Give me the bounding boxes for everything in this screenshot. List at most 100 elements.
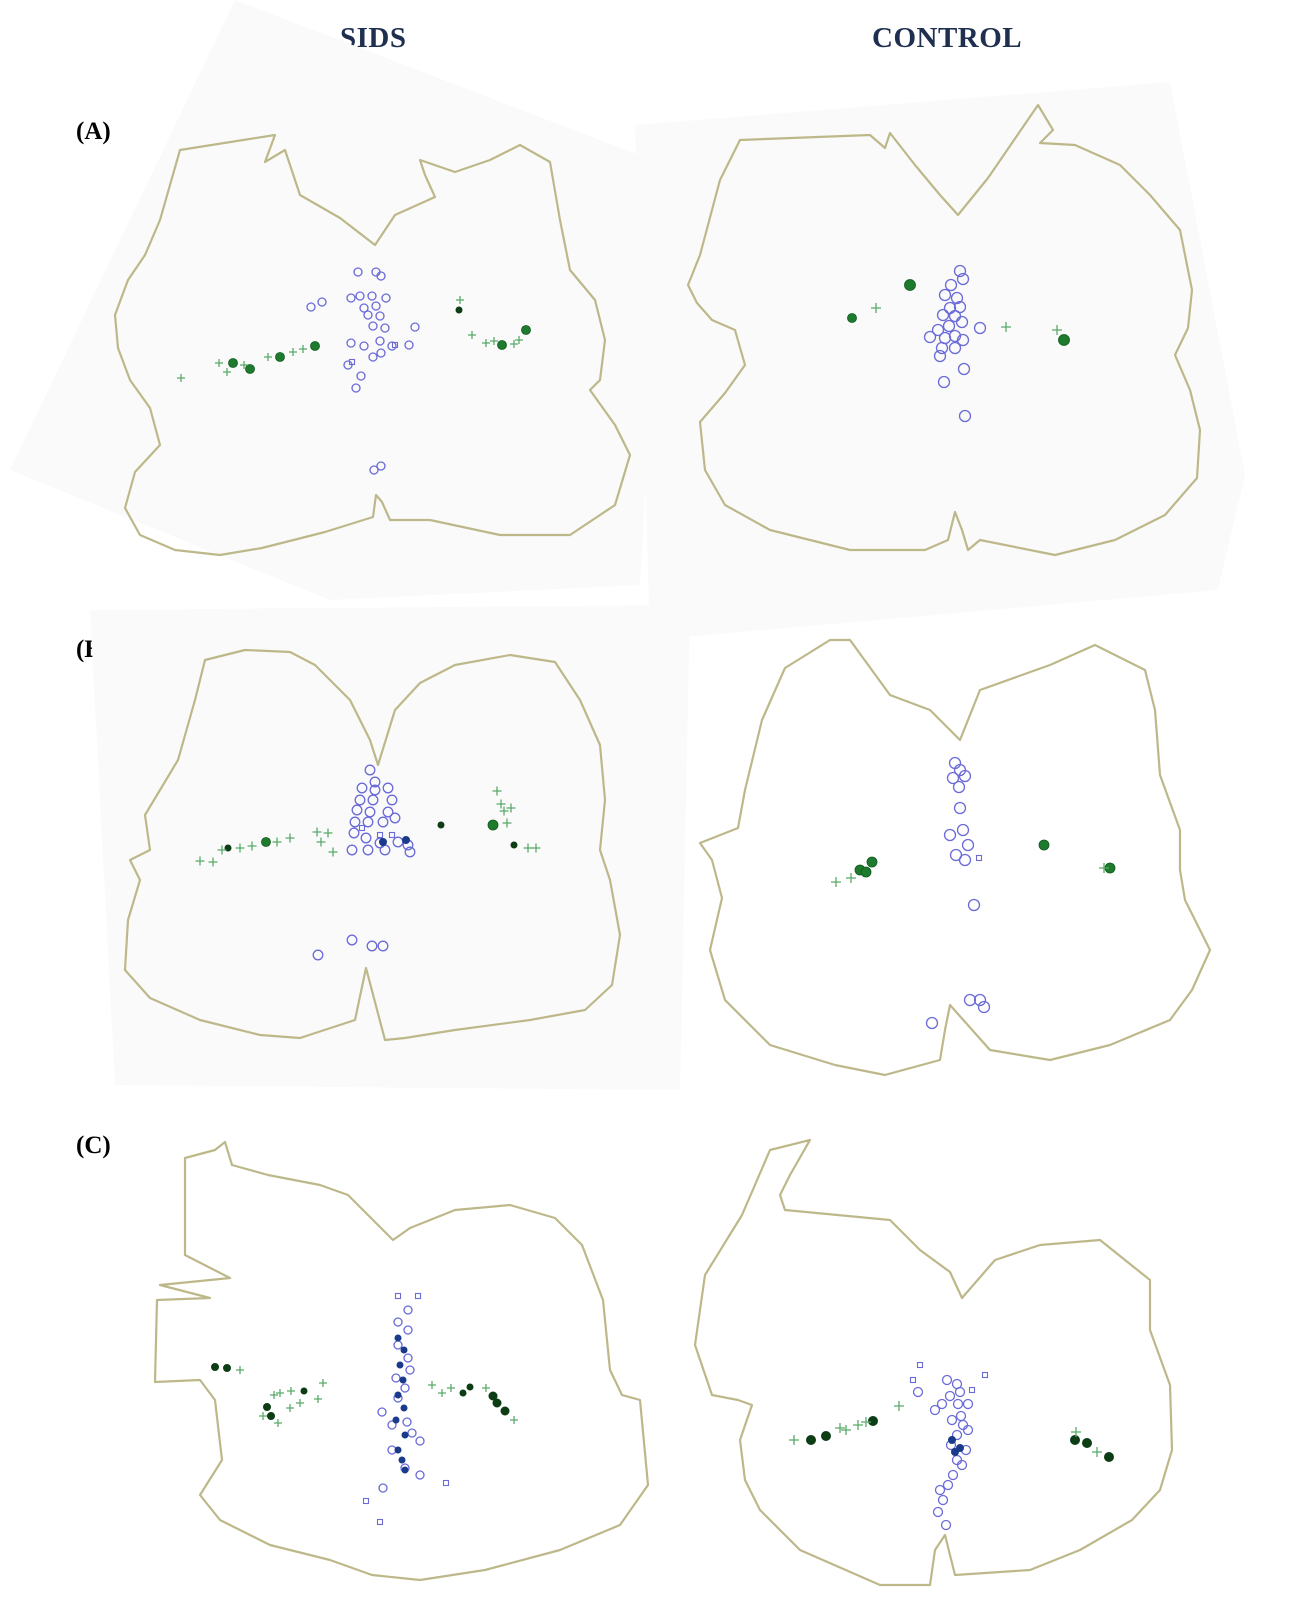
filled-blue-marker (402, 836, 410, 844)
filled-blue-marker (401, 1466, 409, 1474)
plus-marker (270, 1391, 278, 1399)
open-circle-marker (931, 323, 945, 337)
open-circle-marker (377, 816, 389, 828)
plus-marker (456, 296, 464, 304)
plus-marker (894, 1401, 904, 1411)
open-circle-marker (951, 1429, 963, 1441)
filled-blue-marker (401, 1431, 409, 1439)
open-circle-marker (953, 801, 967, 815)
filled-blue-marker (396, 1361, 404, 1369)
open-circle-marker (956, 333, 970, 347)
open-circle-marker (351, 804, 363, 816)
open-circle-marker (369, 776, 381, 788)
open-circle-marker (937, 375, 951, 389)
open-circle-marker (389, 812, 401, 824)
plus-marker (259, 1412, 267, 1420)
dark-green-marker (510, 841, 518, 849)
filled-green-marker (228, 358, 238, 368)
open-circle-marker (403, 1305, 413, 1315)
open-circle-marker (363, 310, 373, 320)
dark-green-marker (821, 1431, 831, 1441)
dark-green-marker (466, 1383, 474, 1391)
open-circle-marker (400, 1383, 410, 1393)
filled-green-marker (275, 352, 285, 362)
filled-green-marker (860, 866, 872, 878)
open-circle-marker (963, 993, 977, 1007)
open-circle-marker (956, 823, 970, 837)
open-circle-marker (912, 1386, 924, 1398)
plus-marker (1099, 863, 1109, 873)
open-circle-marker (937, 1494, 949, 1506)
open-circle-marker (415, 1436, 425, 1446)
open-circle-marker (317, 297, 327, 307)
open-circle-marker (942, 319, 956, 333)
open-circle-marker (393, 1340, 403, 1350)
open-square-marker (348, 358, 356, 366)
plus-marker (287, 1387, 295, 1395)
plus-marker (510, 1416, 518, 1424)
open-circle-marker (932, 1506, 944, 1518)
open-circle-marker (404, 340, 414, 350)
section-backdrops (10, 0, 1245, 1090)
dark-green-marker (300, 1387, 308, 1395)
open-circle-marker (925, 1016, 939, 1030)
filled-blue-marker (394, 1391, 402, 1399)
dark-green-marker (267, 1412, 275, 1420)
filled-green-marker (1038, 839, 1050, 851)
filled-green-marker (847, 313, 857, 323)
open-circle-marker (362, 816, 374, 828)
open-square-marker (909, 1376, 917, 1384)
filled-blue-marker (394, 1334, 402, 1342)
plus-marker (861, 1417, 871, 1427)
open-circle-marker (958, 853, 972, 867)
filled-green-marker (866, 856, 878, 868)
open-circle-marker (953, 264, 967, 278)
open-circle-marker (410, 322, 420, 332)
open-circle-marker (387, 1420, 397, 1430)
open-circle-marker (934, 1484, 946, 1496)
plus-marker (274, 1419, 282, 1427)
open-circle-marker (356, 371, 366, 381)
plus-marker (428, 1381, 436, 1389)
open-circle-marker (977, 1000, 991, 1014)
open-circle-marker (955, 315, 969, 329)
plus-marker (247, 841, 257, 851)
plus-marker (1092, 1447, 1102, 1457)
open-circle-marker (948, 341, 962, 355)
filled-blue-marker (392, 1416, 400, 1424)
open-circle-marker (403, 1325, 413, 1335)
open-circle-marker (973, 993, 987, 1007)
outline-c-sids (153, 1140, 650, 1582)
open-circle-marker (346, 844, 358, 856)
open-circle-marker (354, 794, 366, 806)
plus-marker (286, 1404, 294, 1412)
open-square-marker (358, 824, 366, 832)
plus-marker (468, 331, 476, 339)
open-circle-marker (403, 1353, 413, 1363)
open-square-marker (376, 831, 384, 839)
open-circle-marker (368, 352, 378, 362)
open-circle-marker (944, 278, 958, 292)
dark-green-marker (1104, 1452, 1114, 1462)
open-circle-marker (368, 321, 378, 331)
open-circle-marker (943, 828, 957, 842)
plus-marker (482, 1384, 490, 1392)
open-circle-marker (404, 846, 416, 858)
open-circle-marker (956, 1459, 968, 1471)
plus-marker (289, 348, 297, 356)
dark-green-marker (868, 1416, 878, 1426)
filled-green-marker (904, 279, 916, 291)
open-circle-marker (936, 308, 950, 322)
open-circle-marker (376, 461, 386, 471)
open-circle-marker (367, 291, 377, 301)
filled-blue-marker (399, 1376, 407, 1384)
open-circle-marker (386, 794, 398, 806)
open-circle-marker (367, 794, 379, 806)
open-square-marker (388, 831, 396, 839)
open-circle-marker (946, 1414, 958, 1426)
dark-green-marker (1082, 1438, 1092, 1448)
open-circle-marker (962, 1398, 974, 1410)
open-circle-marker (967, 898, 981, 912)
open-square-marker (442, 1479, 450, 1487)
